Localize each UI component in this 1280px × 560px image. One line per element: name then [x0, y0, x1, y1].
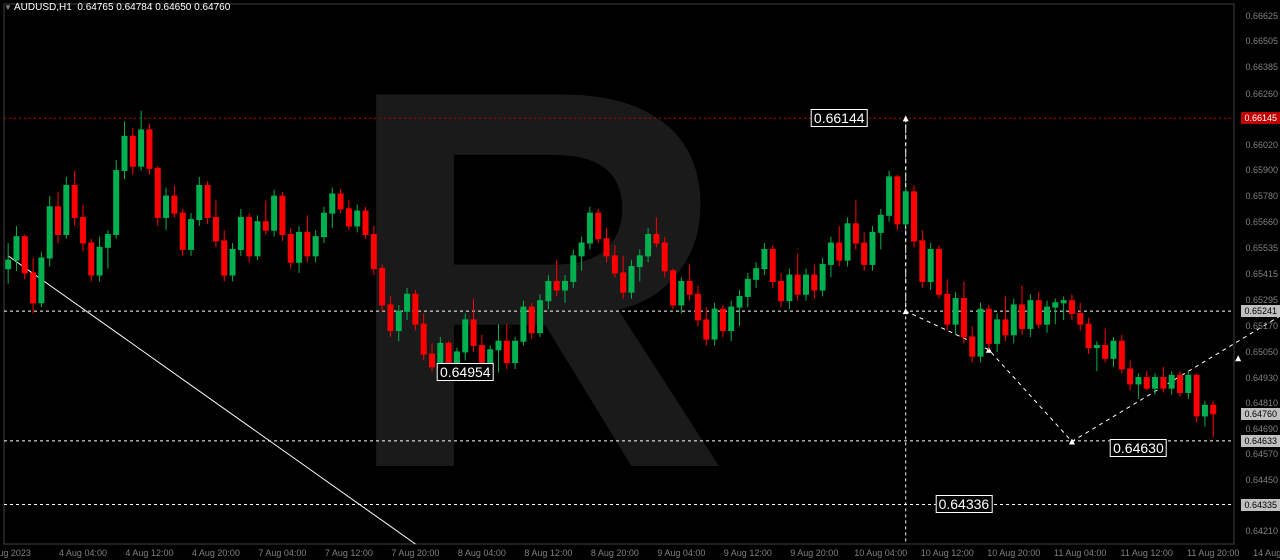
- y-tick-label: 0.66505: [1245, 36, 1278, 46]
- price-level-box: 0.64760: [1241, 408, 1280, 420]
- x-tick-label: 10 Aug 20:00: [987, 548, 1040, 558]
- x-tick-label: 11 Aug 12:00: [1121, 548, 1173, 558]
- y-tick-label: 0.64570: [1245, 449, 1278, 459]
- y-tick-label: 0.66260: [1245, 89, 1278, 99]
- x-tick-label: 10 Aug 12:00: [921, 548, 974, 558]
- y-tick-label: 0.64930: [1245, 373, 1278, 383]
- x-tick-label: 7 Aug 04:00: [258, 548, 306, 558]
- price-level-box: 0.64335: [1241, 499, 1280, 511]
- x-tick-label: 11 Aug 20:00: [1187, 548, 1239, 558]
- chart-container[interactable]: R ▼ AUDUSD,H1 0.64765 0.64784 0.64650 0.…: [0, 0, 1280, 560]
- y-tick-label: 0.64450: [1245, 475, 1278, 485]
- x-tick-label: 3 Aug 2023: [0, 548, 31, 558]
- x-tick-label: 11 Aug 04:00: [1054, 548, 1106, 558]
- y-tick-label: 0.66625: [1245, 11, 1278, 21]
- y-tick-label: 0.65660: [1245, 217, 1278, 227]
- y-tick-label: 0.64690: [1245, 424, 1278, 434]
- y-tick-label: 0.65050: [1245, 347, 1278, 357]
- price-annotation: 0.64630: [1110, 439, 1167, 457]
- y-tick-label: 0.66020: [1245, 140, 1278, 150]
- x-tick-label: 9 Aug 20:00: [790, 548, 838, 558]
- y-tick-label: 0.65295: [1245, 295, 1278, 305]
- y-tick-label: 0.65170: [1245, 321, 1278, 331]
- x-tick-label: 8 Aug 20:00: [591, 548, 639, 558]
- x-tick-label: 7 Aug 12:00: [325, 548, 373, 558]
- price-annotation: 0.64954: [437, 363, 494, 381]
- candlestick-chart[interactable]: [0, 0, 1280, 560]
- y-tick-label: 0.65780: [1245, 191, 1278, 201]
- x-tick-label: 7 Aug 20:00: [391, 548, 439, 558]
- y-tick-label: 0.66385: [1245, 62, 1278, 72]
- x-tick-label: 8 Aug 04:00: [458, 548, 506, 558]
- x-tick-label: 9 Aug 12:00: [724, 548, 772, 558]
- price-level-box: 0.64633: [1241, 435, 1280, 447]
- x-tick-label: 10 Aug 04:00: [854, 548, 907, 558]
- price-annotation: 0.64336: [936, 495, 993, 513]
- dropdown-arrow-icon[interactable]: ▼: [4, 3, 12, 12]
- chart-header: AUDUSD,H1 0.64765 0.64784 0.64650 0.6476…: [14, 2, 230, 13]
- x-tick-label: 8 Aug 12:00: [524, 548, 572, 558]
- price-level-box: 0.66145: [1241, 112, 1280, 124]
- y-tick-label: 0.64210: [1245, 526, 1278, 536]
- y-tick-label: 0.64810: [1245, 398, 1278, 408]
- price-level-box: 0.65241: [1241, 305, 1280, 317]
- y-tick-label: 0.65900: [1245, 165, 1278, 175]
- y-tick-label: 0.65415: [1245, 269, 1278, 279]
- x-tick-label: 14 Aug 04:00: [1253, 548, 1280, 558]
- x-tick-label: 4 Aug 20:00: [192, 548, 240, 558]
- x-tick-label: 4 Aug 12:00: [125, 548, 173, 558]
- x-tick-label: 9 Aug 04:00: [657, 548, 705, 558]
- y-tick-label: 0.65535: [1245, 243, 1278, 253]
- price-annotation: 0.66144: [811, 109, 868, 127]
- x-tick-label: 4 Aug 04:00: [59, 548, 107, 558]
